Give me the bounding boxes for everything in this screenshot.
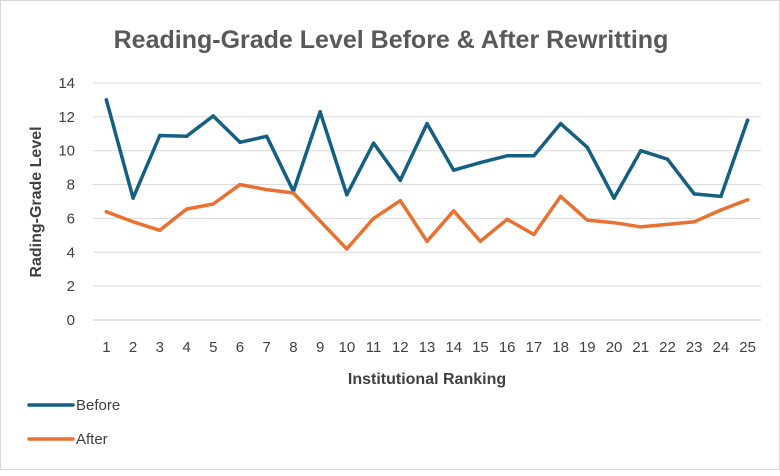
legend-label-before: Before <box>76 397 120 414</box>
x-tick-label: 21 <box>632 339 649 356</box>
chart-title: Reading-Grade Level Before & After Rewri… <box>114 26 669 54</box>
data-point-before <box>398 178 403 183</box>
data-point-after <box>478 239 483 244</box>
x-tick-label: 15 <box>472 339 489 356</box>
series-line-after <box>104 182 750 251</box>
data-point-after <box>692 220 696 224</box>
data-point-after <box>184 207 189 211</box>
data-point-after <box>451 209 456 213</box>
y-tick-label: 0 <box>67 312 75 329</box>
x-tick-label: 19 <box>579 339 596 356</box>
data-point-before <box>131 196 135 200</box>
data-point-after <box>104 209 109 214</box>
data-point-before <box>318 110 322 114</box>
x-tick-label: 2 <box>129 339 137 356</box>
data-point-before <box>665 157 670 161</box>
data-point-before <box>505 154 509 158</box>
data-point-after <box>264 187 269 192</box>
data-point-after <box>371 216 376 221</box>
x-tick-label: 22 <box>659 339 676 356</box>
y-tick-label: 4 <box>67 244 75 261</box>
data-point-before <box>612 196 616 200</box>
data-point-after <box>719 208 723 212</box>
x-tick-label: 17 <box>526 339 543 356</box>
data-point-before <box>558 121 563 126</box>
data-point-before <box>692 192 696 196</box>
data-point-after <box>345 247 349 251</box>
data-point-after <box>291 191 296 195</box>
data-point-before <box>639 148 643 153</box>
data-point-after <box>532 232 536 237</box>
data-point-after <box>318 219 322 223</box>
x-tick-label: 13 <box>419 339 436 356</box>
x-tick-label: 3 <box>156 339 164 356</box>
x-tick-label: 6 <box>236 339 244 356</box>
data-point-after <box>211 202 215 206</box>
data-point-after <box>612 220 616 225</box>
y-tick-label: 14 <box>58 75 75 92</box>
y-tick-label: 2 <box>67 278 75 295</box>
data-point-after <box>425 239 429 244</box>
x-tick-label: 11 <box>366 339 382 356</box>
x-tick-label: 20 <box>606 339 623 356</box>
data-point-after <box>238 182 242 187</box>
data-point-before <box>478 160 483 165</box>
x-tick-label: 8 <box>289 339 297 356</box>
data-point-before <box>345 192 349 197</box>
data-point-before <box>532 154 536 158</box>
data-point-after <box>131 220 135 224</box>
data-point-before <box>745 118 750 122</box>
data-point-before <box>371 141 376 145</box>
y-tick-label: 10 <box>58 143 75 160</box>
x-tick-label: 16 <box>499 339 516 356</box>
x-tick-label: 7 <box>263 339 271 356</box>
x-tick-label: 23 <box>686 339 703 356</box>
y-tick-label: 8 <box>67 177 75 194</box>
x-tick-label: 9 <box>316 339 324 356</box>
data-point-after <box>745 198 750 202</box>
data-point-before <box>719 194 723 199</box>
data-point-after <box>665 222 670 227</box>
data-point-before <box>104 98 109 102</box>
x-tick-label: 14 <box>445 339 462 356</box>
data-point-after <box>158 228 162 233</box>
data-point-after <box>505 217 509 222</box>
data-point-before <box>158 133 162 138</box>
data-point-before <box>211 114 215 118</box>
y-axis-label: Rading-Grade Level <box>28 126 45 277</box>
x-tick-label: 5 <box>209 339 217 356</box>
data-point-before <box>238 140 242 144</box>
x-tick-label: 24 <box>713 339 730 356</box>
y-tick-label: 6 <box>67 210 75 227</box>
data-point-before <box>585 145 590 150</box>
x-tick-label: 1 <box>102 339 110 356</box>
x-tick-label: 12 <box>392 339 409 356</box>
x-axis-label: Institutional Ranking <box>348 371 506 388</box>
series-line-before <box>104 98 750 200</box>
data-point-before <box>451 168 456 172</box>
x-tick-label: 4 <box>182 339 190 356</box>
data-point-after <box>558 194 563 199</box>
data-point-after <box>585 218 590 222</box>
legend-label-after: After <box>76 431 108 448</box>
x-tick-label: 25 <box>739 339 756 356</box>
data-point-before <box>425 121 429 126</box>
x-tick-label: 18 <box>552 339 569 356</box>
y-tick-label: 12 <box>58 109 75 126</box>
data-point-after <box>639 225 643 229</box>
data-point-before <box>184 134 189 139</box>
data-point-after <box>398 198 403 203</box>
x-tick-label: 10 <box>338 339 355 356</box>
data-point-before <box>264 134 269 139</box>
